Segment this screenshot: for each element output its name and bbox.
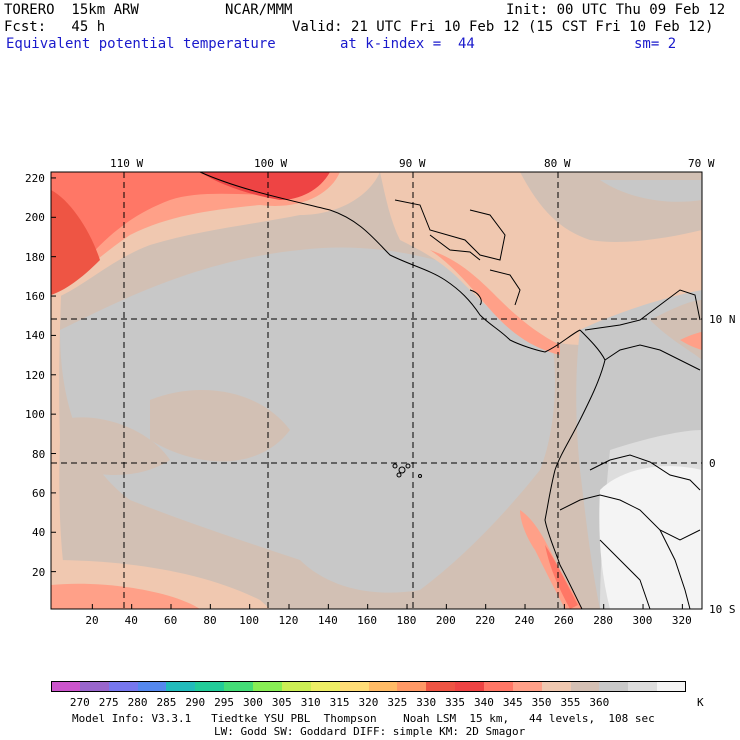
colorbar-label: 320 xyxy=(358,696,379,709)
longitude-label: 100 W xyxy=(254,157,288,170)
map-background xyxy=(51,172,702,609)
x-tick-label: 160 xyxy=(357,614,378,627)
colorbar-swatch xyxy=(166,681,196,692)
x-tick-label: 40 xyxy=(124,614,138,627)
colorbar-label: 315 xyxy=(329,696,350,709)
colorbar-swatch xyxy=(628,681,658,692)
colorbar-label: 345 xyxy=(502,696,523,709)
colorbar-label: 290 xyxy=(185,696,206,709)
colorbar-label: 330 xyxy=(416,696,437,709)
y-tick-label: 100 xyxy=(25,408,45,422)
colorbar-label: 325 xyxy=(387,696,408,709)
colorbar-label: 300 xyxy=(243,696,263,709)
colorbar-swatch xyxy=(397,681,427,692)
y-tick-label: 220 xyxy=(25,171,45,185)
x-tick-label: 100 xyxy=(239,614,260,627)
colorbar-swatch xyxy=(426,681,456,692)
latlon-grid xyxy=(51,172,702,609)
colorbar-label: 305 xyxy=(271,696,292,709)
colorbar-swatch xyxy=(512,681,543,692)
colorbar-swatch xyxy=(79,681,110,692)
organization: NCAR/MMM xyxy=(225,2,293,18)
level-info: at k-index = 44 xyxy=(340,36,475,52)
axis-ticks xyxy=(51,177,683,609)
model-physics: LW: Godd SW: Goddard DIFF: simple KM: 2D… xyxy=(214,725,526,738)
x-tick-label: 260 xyxy=(553,614,574,627)
longitude-label: 90 W xyxy=(399,157,426,170)
latitude-label: 10 N xyxy=(709,313,736,326)
x-tick-label: 240 xyxy=(514,614,535,627)
colorbar-label: 350 xyxy=(531,696,552,709)
x-tick-label: 220 xyxy=(475,614,496,627)
y-tick-label: 80 xyxy=(32,447,46,461)
init-time: Init: 00 UTC Thu 09 Feb 12 xyxy=(506,2,726,18)
y-tick-label: 140 xyxy=(25,329,45,343)
forecast-hour: Fcst: 45 h xyxy=(4,19,106,35)
colorbar-swatch xyxy=(195,681,225,692)
colorbar-label: 285 xyxy=(156,696,177,709)
colorbar-swatch xyxy=(339,681,369,692)
colorbar-swatch xyxy=(108,681,139,692)
y-tick-label: 200 xyxy=(25,211,45,225)
colorbar-label: 295 xyxy=(214,696,235,709)
colorbar-swatch xyxy=(51,681,81,692)
y-tick-label: 20 xyxy=(32,565,46,579)
x-tick-label: 320 xyxy=(671,614,692,627)
colorbar-swatch xyxy=(137,681,167,692)
colorbar-label: 360 xyxy=(589,696,610,709)
colorbar-swatch xyxy=(224,681,254,692)
colorbar-label: 335 xyxy=(445,696,465,709)
colorbar-label: 280 xyxy=(127,696,148,709)
colorbar-swatch xyxy=(570,681,600,692)
field-name: Equivalent potential temperature xyxy=(6,36,276,52)
colorbar-swatch xyxy=(281,681,312,692)
colorbar-swatch xyxy=(657,681,687,692)
longitude-label: 110 W xyxy=(110,157,144,170)
x-tick-label: 180 xyxy=(396,614,417,627)
y-tick-label: 120 xyxy=(25,368,45,382)
colorbar-label: 270 xyxy=(69,696,90,709)
y-tick-label: 160 xyxy=(25,290,45,304)
colorbar-swatch xyxy=(310,681,341,692)
x-tick-label: 20 xyxy=(85,614,99,627)
x-tick-label: 300 xyxy=(632,614,653,627)
colorbar-label: 310 xyxy=(300,696,321,709)
longitude-label: 70 W xyxy=(688,157,715,170)
latitude-label: 0 xyxy=(709,457,716,470)
y-tick-label: 180 xyxy=(25,250,45,264)
model-name: TORERO 15km ARW xyxy=(4,2,139,18)
colorbar-label: 355 xyxy=(560,696,581,709)
latitude-label: 10 S xyxy=(709,603,736,616)
x-tick-label: 80 xyxy=(203,614,217,627)
colorbar-swatch xyxy=(483,681,514,692)
map-frame xyxy=(50,171,703,610)
colorbar-swatch xyxy=(253,681,283,692)
colorbar-unit: K xyxy=(697,696,704,709)
colorbar-label: 340 xyxy=(473,696,494,709)
longitude-label: 80 W xyxy=(544,157,571,170)
y-tick-label: 60 xyxy=(32,486,46,500)
model-info: Model Info: V3.3.1 Tiedtke YSU PBL Thomp… xyxy=(72,712,655,725)
colorbar-swatch xyxy=(455,681,485,692)
colorbar-frame xyxy=(51,681,686,692)
valid-time: Valid: 21 UTC Fri 10 Feb 12 (15 CST Fri … xyxy=(292,19,714,35)
x-tick-label: 60 xyxy=(164,614,178,627)
x-tick-label: 200 xyxy=(435,614,456,627)
colorbar-swatch xyxy=(368,681,398,692)
colorbar-label: 275 xyxy=(98,696,119,709)
colorbar-swatch xyxy=(599,681,629,692)
smoothing: sm= 2 xyxy=(634,36,677,52)
x-tick-label: 140 xyxy=(317,614,338,627)
y-tick-label: 40 xyxy=(32,526,46,540)
x-tick-label: 280 xyxy=(593,614,614,627)
x-tick-label: 120 xyxy=(278,614,299,627)
coastlines xyxy=(199,171,701,610)
colorbar-swatch xyxy=(541,681,572,692)
